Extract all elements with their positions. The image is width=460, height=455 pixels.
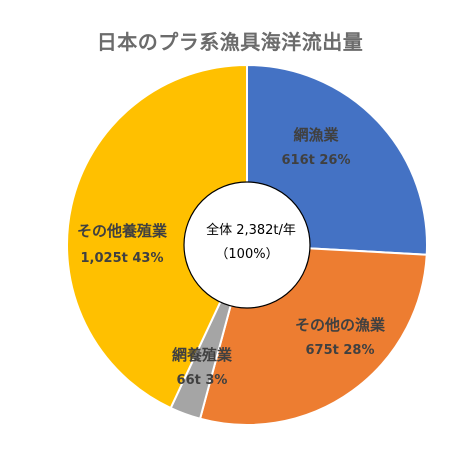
slice-label-1: 網漁業: [293, 126, 339, 144]
slice-value-label-1: 616t 26%: [282, 153, 351, 168]
center-label-total: 全体 2,382t/年: [206, 222, 296, 238]
slice-label-2: その他の漁業: [295, 316, 386, 334]
chart-title: 日本のプラ系漁具海洋流出量: [96, 30, 364, 54]
pie-labels: 網漁業 616t 26% その他の漁業 675t 28% 網養殖業 66t 3% その他養殖…: [77, 126, 386, 388]
center-hole: [183, 181, 311, 309]
slice-label-4: その他養殖業: [77, 222, 168, 240]
slice-value-label-2: 675t 28%: [306, 343, 375, 358]
pie-slices: [66, 63, 428, 426]
pie-slice-4: [66, 63, 248, 410]
slice-value-label-3: 66t 3%: [177, 373, 228, 388]
center-label-percent: （100%）: [215, 247, 278, 262]
slice-value-label-4: 1,025t 43%: [81, 251, 164, 266]
slice-label-3: 網養殖業: [172, 346, 233, 364]
